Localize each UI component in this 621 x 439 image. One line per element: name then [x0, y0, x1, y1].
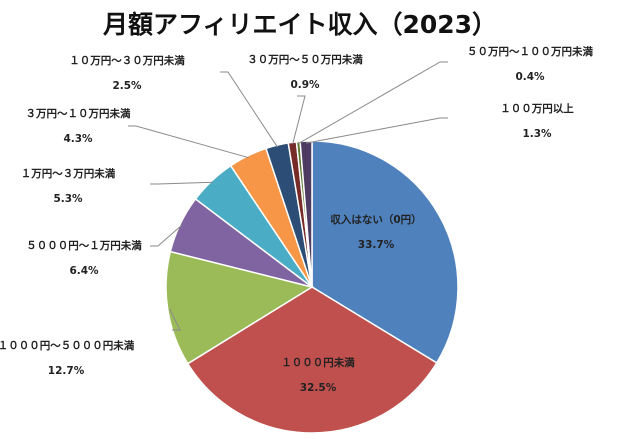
slice-label-10: １００万円以上: [500, 102, 574, 115]
slice-value-2: 32.5%: [300, 382, 337, 394]
leader-line-3: [169, 308, 181, 331]
pie-slice-3: [165, 250, 314, 365]
slice-label-2: １０００円未満: [281, 356, 355, 369]
slice-label-7: １０万円～３０万円未満: [69, 54, 185, 67]
slice-value-4: 6.4%: [69, 265, 99, 277]
chart-title: 月額アフィリエイト収入（2023）: [102, 10, 497, 39]
pie-slice-2: [186, 286, 438, 434]
slice-value-5: 5.3%: [53, 193, 83, 205]
leader-line-5: [150, 181, 214, 185]
slice-label-1: 収入はない（0円）: [330, 213, 421, 226]
slice-labels: 収入はない（0円） 33.7% １０００円未満 32.5% １０００円～５０００円未満 1…: [0, 45, 593, 394]
slice-label-3: １０００円～５０００円未満: [0, 339, 135, 352]
slice-label-4: ５０００円～１万円未満: [26, 239, 142, 252]
slice-label-6: ３万円～１０万円未満: [26, 107, 131, 120]
slice-value-7: 2.5%: [112, 80, 142, 92]
slice-value-3: 12.7%: [48, 365, 85, 377]
slice-value-10: 1.3%: [522, 128, 552, 140]
leader-line-8: [292, 95, 306, 145]
leader-line-7: [220, 71, 278, 148]
pie-slice-10: [299, 140, 313, 288]
pie-slice-1: [311, 140, 459, 364]
leader-line-9: [298, 61, 448, 145]
leader-line-10: [306, 117, 448, 144]
slice-value-9: 0.4%: [515, 71, 545, 83]
slice-label-8: ３０万円～５０万円未満: [247, 53, 363, 66]
slice-value-8: 0.9%: [290, 79, 320, 91]
leader-line-6: [128, 125, 249, 159]
leader-line-4: [150, 224, 183, 247]
leader-lines: [128, 61, 448, 331]
slice-value-1: 33.7%: [358, 239, 395, 251]
pie-slices: [165, 140, 459, 434]
slice-label-5: １万円～３万円未満: [21, 167, 116, 180]
slice-label-9: ５０万円～１００万円未満: [467, 45, 593, 58]
slice-value-6: 4.3%: [63, 133, 93, 145]
